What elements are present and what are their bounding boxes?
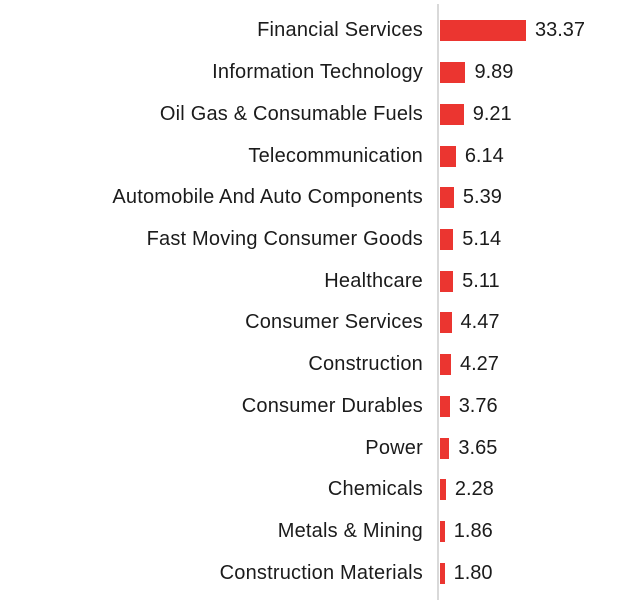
value-label: 4.27 bbox=[460, 353, 499, 376]
bar-plot-area: 9.21 bbox=[440, 93, 619, 135]
bar-row: Construction 4.27 bbox=[0, 344, 619, 386]
bar-plot-area: 1.80 bbox=[440, 552, 619, 594]
bar-plot-area: 5.39 bbox=[440, 177, 619, 219]
value-label: 2.28 bbox=[454, 478, 494, 501]
value-label: 4.47 bbox=[460, 311, 500, 334]
category-label: Construction bbox=[308, 353, 423, 376]
bar-row: Financial Services 33.37 bbox=[0, 10, 619, 52]
bar bbox=[440, 354, 451, 376]
y-axis-line bbox=[437, 4, 439, 600]
value-label: 1.86 bbox=[453, 519, 493, 542]
bar-plot-area: 5.11 bbox=[440, 260, 619, 302]
value-label: 3.65 bbox=[458, 436, 498, 459]
bar-rows: Financial Services 33.37 Information Techn… bbox=[0, 10, 619, 594]
value-label: 1.80 bbox=[453, 561, 493, 584]
category-label: Oil Gas & Consumable Fuels bbox=[159, 102, 423, 125]
bar bbox=[440, 479, 446, 501]
bar-row: Fast Moving Consumer Goods 5.14 bbox=[0, 219, 619, 261]
bar bbox=[440, 520, 445, 542]
bar bbox=[440, 228, 454, 250]
category-label: Financial Services bbox=[257, 19, 423, 42]
value-label: 5.39 bbox=[462, 186, 502, 209]
value-label: 6.14 bbox=[464, 144, 504, 167]
bar-row: Consumer Durables 3.76 bbox=[0, 385, 619, 427]
value-label: 9.89 bbox=[474, 61, 514, 84]
bar-row: Construction Materials 1.80 bbox=[0, 552, 619, 594]
category-label: Metals & Mining bbox=[277, 519, 423, 542]
bar-row: Telecommunication 6.14 bbox=[0, 135, 619, 177]
bar-plot-area: 2.28 bbox=[440, 469, 619, 511]
bar-plot-area: 9.89 bbox=[440, 52, 619, 94]
bar-row: Information Technology 9.89 bbox=[0, 52, 619, 94]
category-label: Fast Moving Consumer Goods bbox=[146, 227, 423, 250]
value-label: 33.37 bbox=[535, 19, 586, 42]
bar bbox=[440, 187, 454, 209]
bar-plot-area: 5.14 bbox=[440, 219, 619, 261]
bar-plot-area: 3.65 bbox=[440, 427, 619, 469]
bar-plot-area: 4.47 bbox=[440, 302, 619, 344]
bar-plot-area: 3.76 bbox=[440, 385, 619, 427]
bar-plot-area: 6.14 bbox=[440, 135, 619, 177]
bar-row: Power 3.65 bbox=[0, 427, 619, 469]
bar-plot-area: 33.37 bbox=[440, 10, 619, 52]
bar-row: Automobile And Auto Components 5.39 bbox=[0, 177, 619, 219]
value-label: 9.21 bbox=[472, 102, 512, 125]
bar-plot-area: 4.27 bbox=[440, 344, 619, 386]
bar bbox=[440, 312, 452, 334]
bar bbox=[440, 103, 464, 125]
category-label: Information Technology bbox=[212, 61, 423, 84]
bar-plot-area: 1.86 bbox=[440, 511, 619, 553]
category-label: Consumer Durables bbox=[241, 394, 423, 417]
bar bbox=[440, 62, 466, 84]
bar-row: Consumer Services 4.47 bbox=[0, 302, 619, 344]
bar bbox=[440, 145, 456, 167]
bar bbox=[440, 395, 450, 417]
bar bbox=[440, 20, 526, 42]
bar-row: Oil Gas & Consumable Fuels 9.21 bbox=[0, 93, 619, 135]
bar-row: Chemicals 2.28 bbox=[0, 469, 619, 511]
bar-row: Healthcare 5.11 bbox=[0, 260, 619, 302]
bar bbox=[440, 562, 445, 584]
bar-row: Metals & Mining 1.86 bbox=[0, 511, 619, 553]
category-label: Construction Materials bbox=[219, 561, 423, 584]
value-label: 5.11 bbox=[462, 269, 500, 292]
bar bbox=[440, 270, 454, 292]
category-label: Healthcare bbox=[324, 269, 423, 292]
category-label: Telecommunication bbox=[248, 144, 423, 167]
value-label: 5.14 bbox=[462, 227, 502, 250]
category-label: Chemicals bbox=[327, 478, 423, 501]
bar bbox=[440, 437, 450, 459]
category-label: Consumer Services bbox=[245, 311, 423, 334]
value-label: 3.76 bbox=[458, 394, 498, 417]
category-label: Automobile And Auto Components bbox=[112, 186, 423, 209]
category-label: Power bbox=[365, 436, 423, 459]
